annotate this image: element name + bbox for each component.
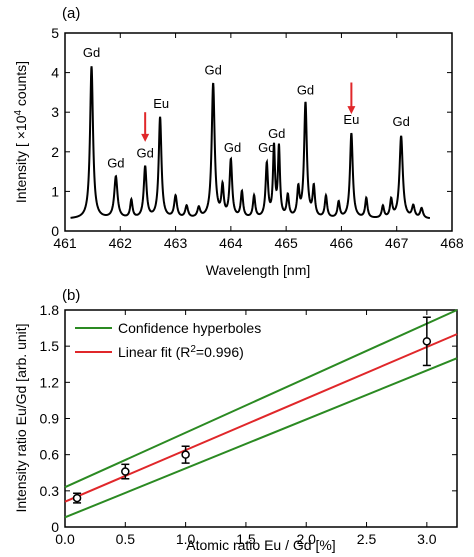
confidence-upper-line <box>64 309 458 489</box>
panel-b-label: (b) <box>62 287 80 304</box>
x-tick-label: 3.0 <box>417 531 437 547</box>
x-tick-label: 2.5 <box>357 531 377 547</box>
linear-fit-line <box>64 333 458 503</box>
peak-label: Gd <box>392 114 409 129</box>
y-tick-label: 1.8 <box>40 302 60 318</box>
x-tick-label: 1.5 <box>236 531 256 547</box>
legend-fit-label: Linear fit (R2=0.996) <box>118 344 244 360</box>
data-point <box>181 450 190 459</box>
y-tick-label: 1.5 <box>40 338 60 354</box>
y-tick-label: 2 <box>51 144 59 160</box>
y-tick-label: 0 <box>51 519 59 535</box>
arrow-head <box>347 106 356 115</box>
x-tick-label: 2.0 <box>296 531 316 547</box>
y-tick-label: 3 <box>51 104 59 120</box>
panel-b: (b) 0.0 0.5 1.0 1.5 2.0 2.5 3.0 0 0.3 0.6 0.9 1.2 1.… <box>13 287 458 553</box>
peak-label: Gd <box>258 140 275 155</box>
arrow-head <box>141 133 150 142</box>
panel-b-ticks: 0.0 0.5 1.0 1.5 2.0 2.5 3.0 0 0.3 0.6 0.9 1.2 1.5 1.8 <box>40 302 457 547</box>
x-tick-label: 467 <box>385 235 409 251</box>
legend-confidence-label: Confidence hyperboles <box>118 320 261 336</box>
y-tick-label: 1.2 <box>40 374 60 390</box>
x-tick-label: 0.0 <box>55 531 75 547</box>
data-point <box>121 467 130 476</box>
x-tick-label: 464 <box>219 235 243 251</box>
data-point <box>422 337 432 346</box>
x-tick-label: 466 <box>330 235 354 251</box>
panel-b-xlabel: Atomic ratio Eu / Gd [%] <box>186 537 335 553</box>
peak-label: Gd <box>297 82 314 97</box>
legend: Confidence hyperboles Linear fit (R2=0.9… <box>75 320 261 360</box>
data-points <box>72 316 432 504</box>
y-tick-label: 1 <box>51 183 59 199</box>
x-tick-label: 0.5 <box>116 531 136 547</box>
peak-label: Gd <box>204 63 221 78</box>
peak-label: Gd <box>83 45 100 60</box>
spectrum-line <box>70 66 431 220</box>
peak-label: Gd <box>107 156 124 171</box>
panel-a-xlabel: Wavelength [nm] <box>206 262 311 278</box>
confidence-lower-line <box>64 357 458 519</box>
peak-label: Gd <box>224 140 241 155</box>
y-tick-label: 4 <box>51 65 59 81</box>
panel-a-ticks: 461 462 463 464 465 466 467 468 0 1 2 3 4 5 <box>51 25 464 251</box>
y-tick-label: 0 <box>51 223 59 239</box>
y-tick-label: 5 <box>51 25 59 41</box>
data-point <box>72 493 82 503</box>
panel-a-frame <box>64 32 453 232</box>
fit-lines <box>64 309 458 519</box>
x-tick-label: 463 <box>164 235 188 251</box>
x-tick-label: 468 <box>440 235 464 251</box>
y-tick-label: 0.3 <box>40 483 60 499</box>
x-tick-label: 465 <box>274 235 298 251</box>
y-tick-label: 0.6 <box>40 447 60 463</box>
peak-label: Eu <box>153 96 169 111</box>
eu-arrows <box>141 82 356 142</box>
panel-b-ylabel: Intensity ratio Eu/Gd [arb. unit] <box>13 323 29 512</box>
peak-label: Eu <box>343 112 359 127</box>
x-tick-label: 462 <box>109 235 133 251</box>
x-tick-label: 1.0 <box>176 531 196 547</box>
panel-a-ylabel: Intensity [ ×104 counts] <box>13 61 29 203</box>
peak-label: Gd <box>268 126 285 141</box>
panel-a-label: (a) <box>62 5 80 22</box>
y-tick-label: 0.9 <box>40 411 60 427</box>
peak-label: Gd <box>136 146 153 161</box>
x-tick-label: 461 <box>53 235 77 251</box>
